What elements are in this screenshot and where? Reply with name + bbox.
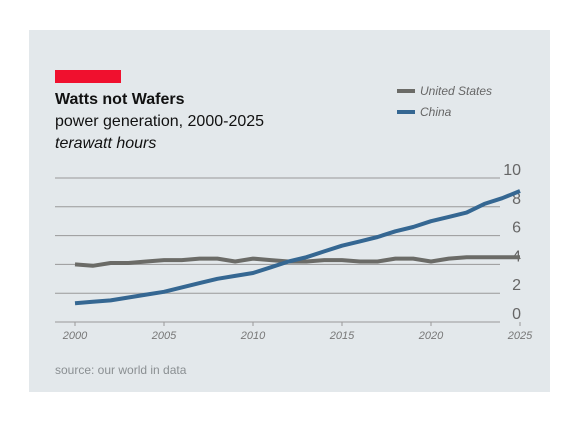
x-tick-label: 2010	[240, 330, 266, 342]
x-tick-label: 2025	[507, 330, 533, 342]
legend-swatch-china	[397, 110, 415, 114]
chart-unit: terawatt hours	[55, 135, 157, 152]
x-tick-label: 2000	[62, 330, 88, 342]
x-tick-label: 2005	[151, 330, 177, 342]
legend-label-us: United States	[420, 84, 493, 98]
y-tick-label: 6	[512, 220, 521, 237]
y-tick-label: 2	[512, 277, 521, 294]
legend-swatch-us	[397, 89, 415, 93]
y-tick-label: 10	[503, 162, 521, 179]
x-tick-label: 2015	[329, 330, 355, 342]
chart-subtitle: power generation, 2000-2025	[55, 113, 265, 130]
legend-item-us: United States	[397, 84, 492, 98]
source-note: source: our world in data	[55, 363, 187, 377]
chart-title: Watts not Wafers	[55, 91, 185, 108]
accent-bar	[55, 70, 121, 83]
series-line-china	[74, 189, 521, 306]
y-tick-label: 8	[512, 191, 521, 208]
x-tick-label: 2020	[418, 330, 444, 342]
series-line-us	[74, 255, 520, 268]
legend-label-china: China	[420, 105, 452, 119]
y-tick-label: 0	[512, 306, 521, 323]
legend-item-china: China	[397, 105, 451, 119]
chart-card	[29, 30, 550, 392]
